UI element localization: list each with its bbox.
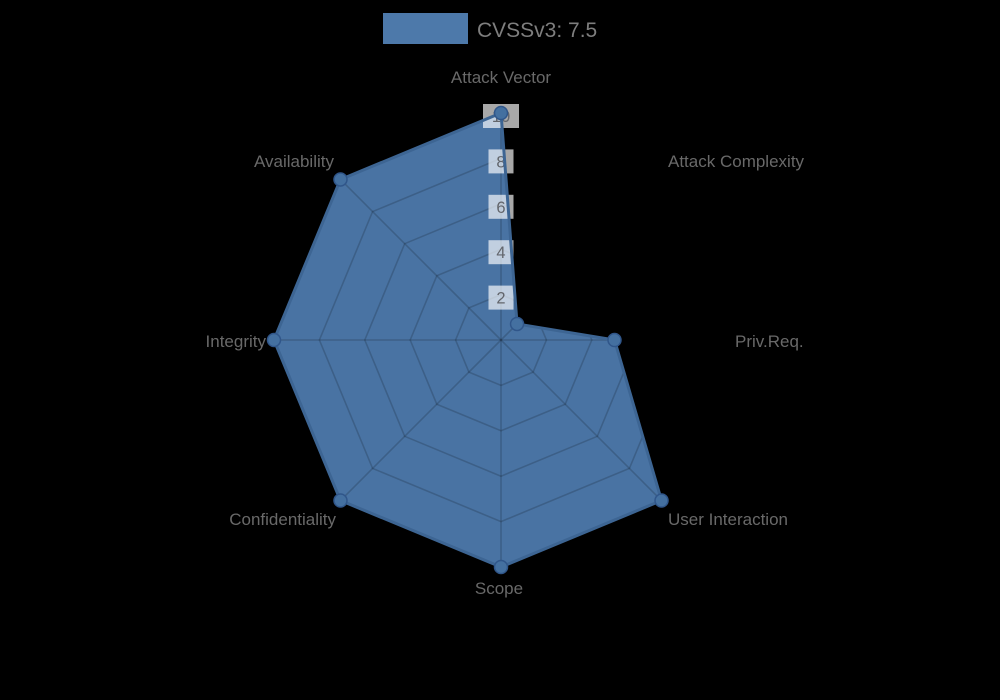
tick-label: 8 — [496, 153, 505, 171]
axis-label-availability: Availability — [254, 152, 335, 171]
legend-label[interactable]: CVSSv3: 7.5 — [477, 19, 597, 42]
data-point-0[interactable] — [493, 105, 509, 121]
grid-spoke — [339, 339, 502, 502]
data-point-6[interactable] — [266, 332, 282, 348]
data-point-1[interactable] — [509, 316, 525, 332]
grid-spoke — [339, 178, 502, 341]
tick-label: 2 — [496, 290, 505, 308]
axis-label-confidentiality: Confidentiality — [229, 510, 336, 529]
tick-backdrop — [488, 240, 514, 265]
tick-label: 6 — [496, 199, 505, 217]
axis-label-attack-vector: Attack Vector — [451, 68, 551, 87]
tick-label: 4 — [496, 244, 505, 262]
legend[interactable]: CVSSv3: 7.5 — [383, 13, 597, 44]
data-point-5[interactable] — [333, 493, 348, 508]
grid-spoke — [500, 339, 663, 502]
radar-area — [274, 113, 662, 567]
grid-ring — [454, 293, 548, 387]
axis-label-user-interaction: User Interaction — [668, 510, 788, 529]
legend-swatch[interactable] — [383, 13, 468, 44]
radar-line-layer — [266, 105, 669, 575]
grid-ring — [318, 157, 684, 523]
axis-label-attack-complexity: Attack Complexity — [668, 152, 805, 171]
grid-ring — [363, 202, 639, 478]
tick-backdrop — [488, 285, 514, 310]
data-point-2[interactable] — [607, 332, 622, 348]
data-point-7[interactable] — [333, 172, 348, 187]
axis-labels: Attack Vector Attack Complexity Priv.Req… — [206, 68, 805, 598]
axis-label-scope: Scope — [475, 579, 523, 598]
axis-label-integrity: Integrity — [206, 332, 267, 351]
tick-backdrop — [488, 149, 514, 174]
data-point-3[interactable] — [654, 493, 669, 508]
data-point-4[interactable] — [493, 559, 509, 575]
axis-label-priv-req: Priv.Req. — [735, 332, 804, 351]
grid-ring — [409, 248, 593, 432]
grid-spoke — [500, 178, 663, 341]
radar-fill-layer — [274, 113, 662, 567]
